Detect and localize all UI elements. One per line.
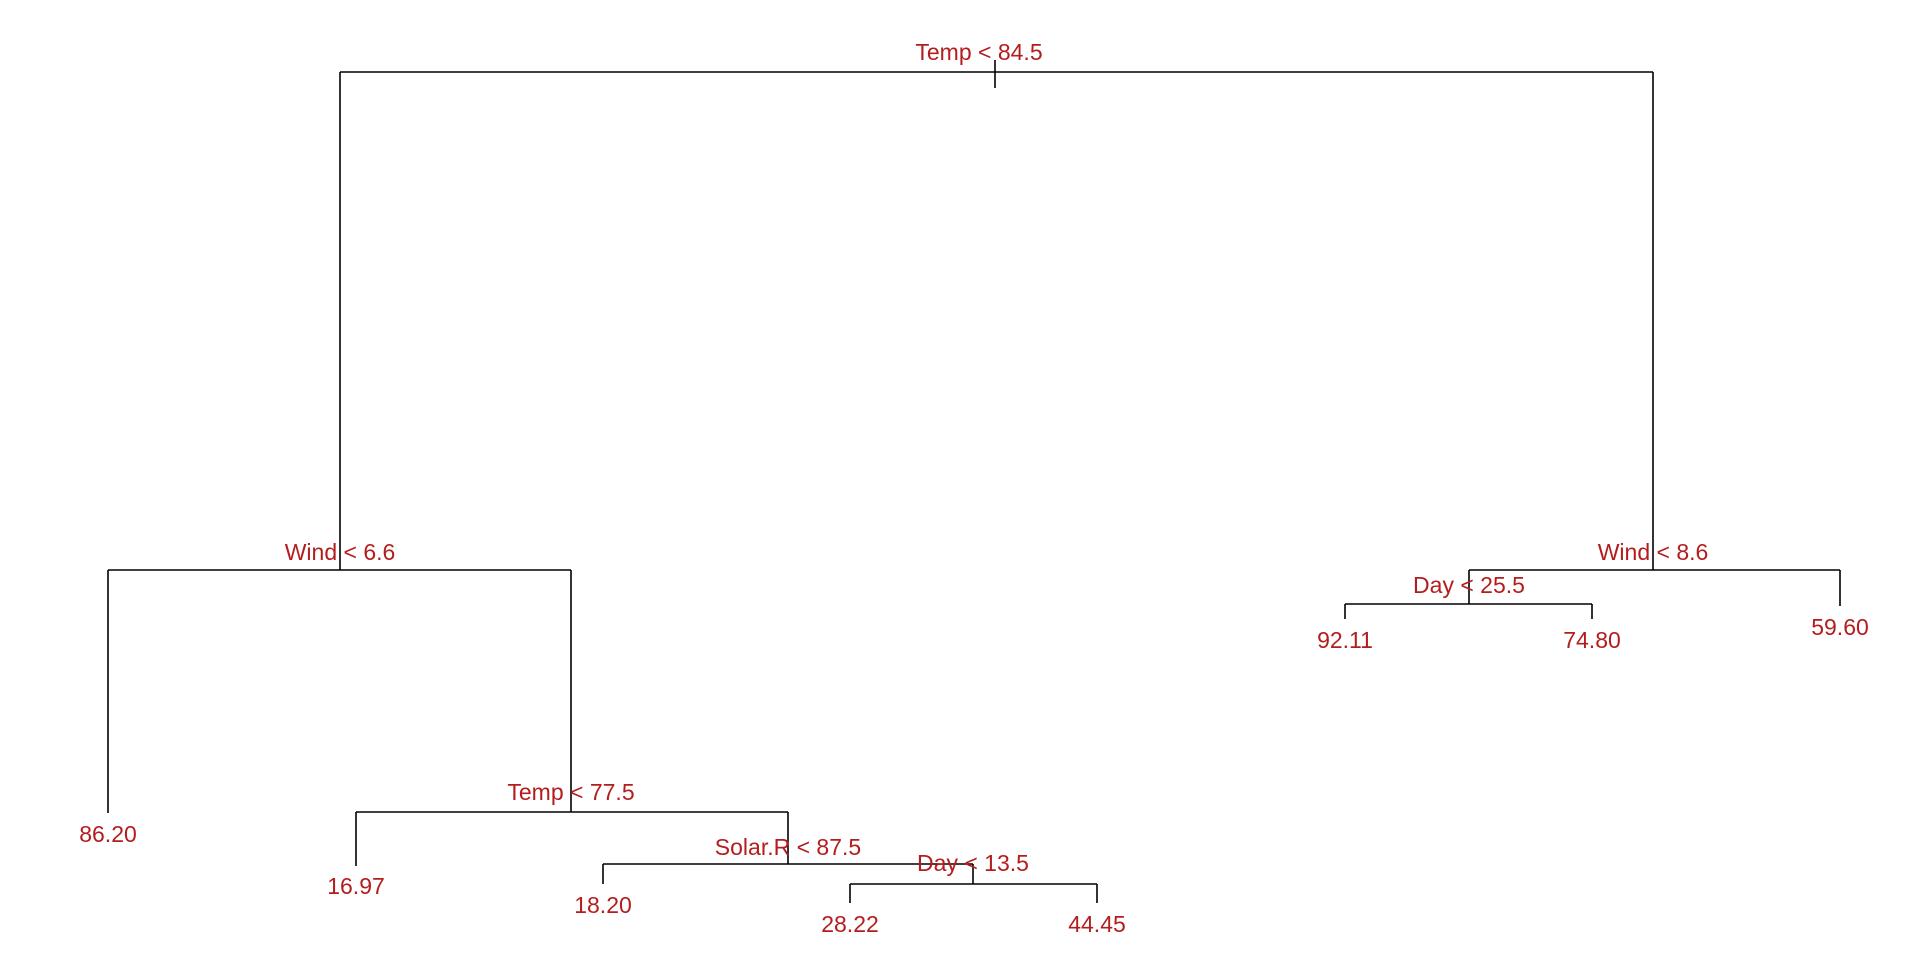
leaf-value: 28.22 [821,911,879,937]
leaf-value: 86.20 [79,821,137,847]
split-label-wind-8-6: Wind < 8.6 [1598,539,1709,565]
split-label-day-25-5: Day < 25.5 [1413,572,1525,598]
leaf-value: 16.97 [327,873,385,899]
split-labels: Temp < 84.5 Wind < 6.6 Temp < 77.5 Solar… [285,39,1709,876]
leaf-values: 86.20 16.97 18.20 28.22 44.45 92.11 74.8… [79,614,1869,937]
split-label-temp-77-5: Temp < 77.5 [507,779,634,805]
leaf-value: 74.80 [1563,627,1621,653]
split-label-root: Temp < 84.5 [915,39,1042,65]
split-label-day-13-5: Day < 13.5 [917,850,1029,876]
leaf-value: 92.11 [1317,627,1373,653]
leaf-value: 18.20 [574,892,632,918]
split-label-wind-6-6: Wind < 6.6 [285,539,396,565]
tree-edges [107,60,1841,903]
leaf-value: 59.60 [1811,614,1869,640]
leaf-value: 44.45 [1068,911,1126,937]
split-label-solar-r-87-5: Solar.R < 87.5 [715,834,861,860]
